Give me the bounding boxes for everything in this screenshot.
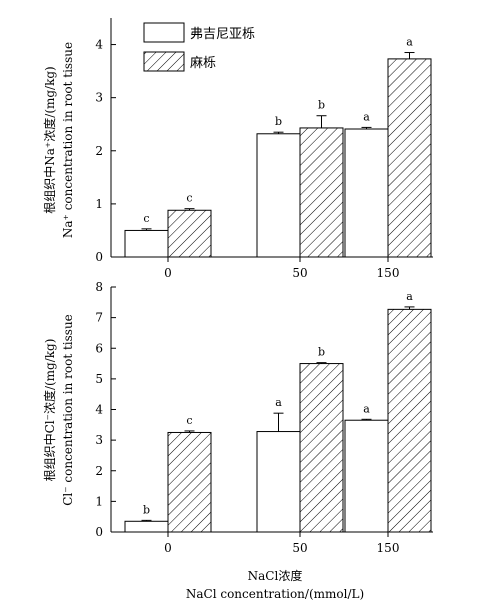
- y-axis-cl: 0 1 2 3 4 5 6 7 8: [95, 280, 116, 539]
- y-tick-label: 4: [95, 403, 103, 417]
- significance-label: c: [186, 192, 192, 205]
- panel-cl: 0 1 2 3 4 5 6 7 8 b a a c b a 0 50 150 根组织中Cl⁻浓度/(mg/kg…: [42, 280, 433, 555]
- y-axis-title-en-na: Na⁺ concentration in root tissue: [61, 42, 75, 238]
- panel-na: 0 1 2 3 4 c b a c b a 0 50 150 弗吉尼亚栎 麻栎 根组织中Na⁺浓度/(…: [42, 18, 433, 280]
- y-tick-label: 4: [95, 38, 103, 52]
- x-tick-label: 0: [164, 266, 172, 280]
- bar-series-2: [387, 58, 432, 258]
- y-axis-title-na: 根组织中Na⁺浓度/(mg/kg) Na⁺ concentration in r…: [42, 42, 75, 238]
- y-axis-title-cn-cl: 根组织中Cl⁻浓度/(mg/kg): [42, 339, 57, 482]
- y-tick-label: 2: [95, 464, 103, 478]
- bars-cl: b a a c b a: [124, 290, 432, 533]
- significance-label: c: [143, 212, 149, 225]
- y-tick-label: 3: [95, 91, 103, 105]
- x-tick-label: 150: [377, 266, 400, 280]
- bar-series-1: [344, 128, 389, 258]
- y-tick-label: 1: [95, 494, 103, 508]
- y-tick-label: 8: [95, 280, 103, 294]
- legend: 弗吉尼亚栎 麻栎: [143, 22, 255, 72]
- bar-series-1: [124, 229, 169, 258]
- bar-series-2: [299, 363, 344, 533]
- significance-label: a: [406, 290, 413, 303]
- x-axis-title-cn: NaCl浓度: [248, 568, 303, 583]
- significance-label: a: [363, 110, 370, 123]
- legend-label-series-2: 麻栎: [190, 56, 216, 71]
- bar-series-2: [387, 308, 432, 533]
- y-tick-label: 3: [95, 433, 103, 447]
- y-axis-title-cn-na: 根组织中Na⁺浓度/(mg/kg): [42, 66, 57, 213]
- y-axis-title-en-cl: Cl⁻ concentration in root tissue: [61, 314, 75, 506]
- y-tick-label: 6: [95, 341, 103, 355]
- bar-series-1: [256, 133, 301, 258]
- legend-swatch-series-2: [143, 51, 185, 72]
- y-tick-label: 5: [95, 372, 103, 386]
- x-tick-label: 50: [292, 541, 307, 555]
- legend-label-series-1: 弗吉尼亚栎: [190, 27, 255, 42]
- significance-label: b: [318, 99, 325, 112]
- x-tick-label: 50: [292, 266, 307, 280]
- y-tick-label: 0: [95, 250, 103, 264]
- significance-label: a: [406, 36, 413, 49]
- y-axis-title-cl: 根组织中Cl⁻浓度/(mg/kg) Cl⁻ concentration in r…: [42, 314, 75, 506]
- significance-label: b: [275, 115, 282, 128]
- bar-series-1: [256, 431, 301, 533]
- bar-series-2: [167, 209, 212, 258]
- bar-series-1: [344, 419, 389, 533]
- y-tick-label: 7: [95, 311, 103, 325]
- significance-label: b: [143, 503, 150, 516]
- x-axis-title-en: NaCl concentration/(mmol/L): [186, 587, 364, 601]
- bar-series-2: [167, 431, 212, 533]
- bar-series-2: [299, 127, 344, 258]
- significance-label: a: [363, 402, 370, 415]
- x-tick-label: 150: [377, 541, 400, 555]
- y-tick-label: 1: [95, 197, 103, 211]
- x-tick-label: 0: [164, 541, 172, 555]
- significance-label: c: [186, 414, 192, 427]
- significance-label: b: [318, 346, 325, 359]
- bar-series-1: [124, 520, 169, 533]
- y-tick-label: 0: [95, 525, 103, 539]
- legend-swatch-series-1: [143, 22, 185, 43]
- x-ticks-na: 0 50 150: [164, 257, 399, 280]
- bars-na: c b a c b a: [124, 36, 432, 258]
- y-tick-label: 2: [95, 144, 103, 158]
- y-axis-na: 0 1 2 3 4: [95, 38, 116, 264]
- significance-label: a: [275, 396, 282, 409]
- x-ticks-cl: 0 50 150: [164, 532, 399, 555]
